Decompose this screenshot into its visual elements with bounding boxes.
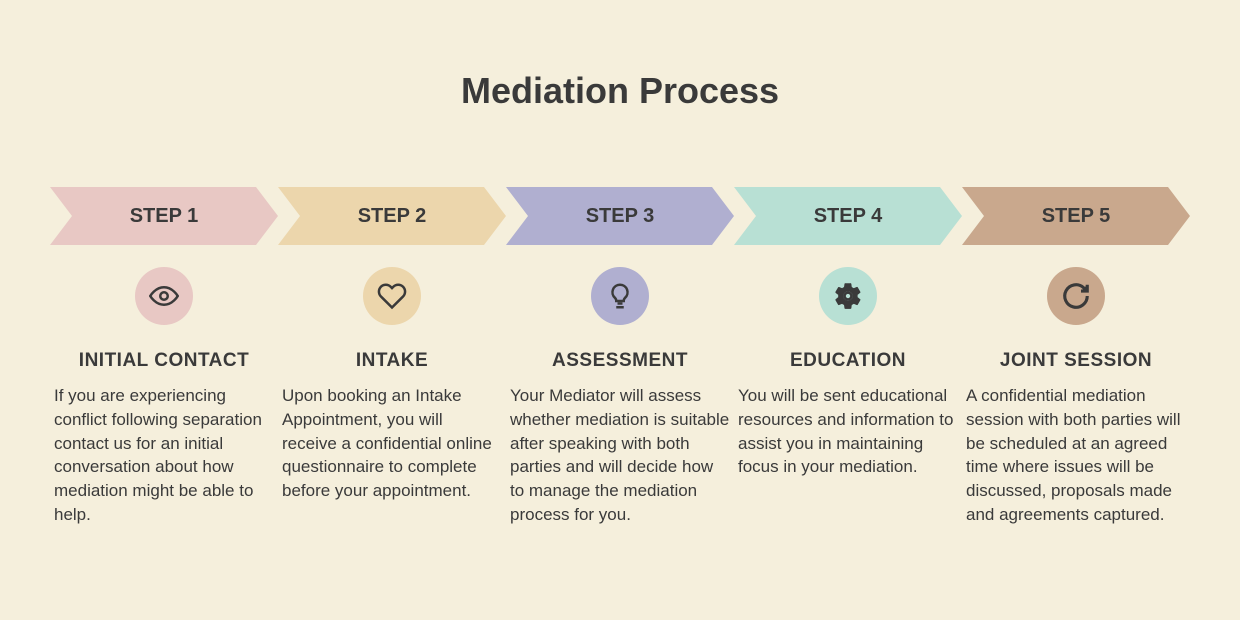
step-4-heading: EDUCATION [790, 350, 906, 372]
step-5-chevron: STEP 5 [962, 187, 1190, 245]
step-1-heading: INITIAL CONTACT [79, 350, 249, 372]
step-5-icon-circle [1047, 267, 1105, 325]
steps-row: STEP 1 INITIAL CONTACT If you are experi… [50, 187, 1190, 527]
gear-icon [833, 281, 863, 311]
step-5-label: STEP 5 [1042, 205, 1111, 228]
eye-icon [149, 281, 179, 311]
infographic-container: Mediation Process STEP 1 INITIAL CONTACT… [0, 0, 1240, 620]
step-4-icon-circle [819, 267, 877, 325]
step-3-icon-circle [591, 267, 649, 325]
step-3-label: STEP 3 [586, 205, 655, 228]
step-3-body: Your Mediator will assess whether mediat… [506, 384, 734, 527]
step-2-body: Upon booking an Intake Appointment, you … [278, 384, 506, 503]
step-4-body: You will be sent educational resources a… [734, 384, 962, 479]
step-1-body: If you are experiencing conflict followi… [50, 384, 278, 527]
step-1-icon-circle [135, 267, 193, 325]
step-3: STEP 3 ASSESSMENT Your Mediator will ass… [506, 187, 734, 527]
step-5-heading: JOINT SESSION [1000, 350, 1152, 372]
step-3-chevron: STEP 3 [506, 187, 734, 245]
heart-icon [377, 281, 407, 311]
step-2-label: STEP 2 [358, 205, 427, 228]
step-2: STEP 2 INTAKE Upon booking an Intake App… [278, 187, 506, 527]
step-5: STEP 5 JOINT SESSION A confidential medi… [962, 187, 1190, 527]
step-3-heading: ASSESSMENT [552, 350, 688, 372]
step-1-chevron: STEP 1 [50, 187, 278, 245]
bulb-icon [605, 281, 635, 311]
step-1: STEP 1 INITIAL CONTACT If you are experi… [50, 187, 278, 527]
refresh-icon [1061, 281, 1091, 311]
step-2-icon-circle [363, 267, 421, 325]
step-4: STEP 4 EDUCATION You will be sent educat… [734, 187, 962, 527]
step-4-label: STEP 4 [814, 205, 883, 228]
step-2-heading: INTAKE [356, 350, 428, 372]
step-4-chevron: STEP 4 [734, 187, 962, 245]
page-title: Mediation Process [50, 70, 1190, 112]
step-2-chevron: STEP 2 [278, 187, 506, 245]
step-1-label: STEP 1 [130, 205, 199, 228]
step-5-body: A confidential mediation session with bo… [962, 384, 1190, 527]
